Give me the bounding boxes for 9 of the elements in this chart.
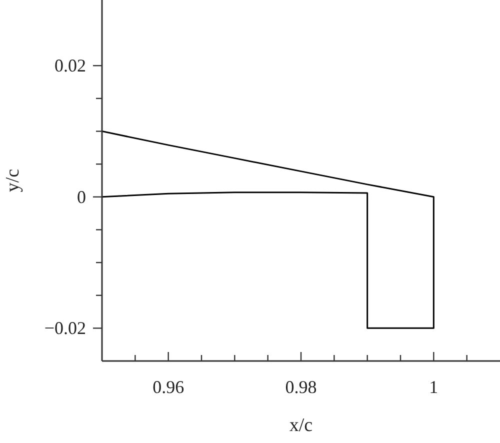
y-axis-title: y/c xyxy=(2,168,24,192)
x-tick-label: 0.98 xyxy=(285,377,317,397)
line-series xyxy=(102,130,434,329)
x-tick-label: 1 xyxy=(429,377,438,397)
y-tick-label: 0.02 xyxy=(54,56,86,76)
y-tick-label: 0 xyxy=(77,186,86,207)
x-tick-label: 0.96 xyxy=(152,377,184,397)
y-tick-label: −0.02 xyxy=(44,318,86,338)
x-axis-title: x/c xyxy=(289,415,313,436)
